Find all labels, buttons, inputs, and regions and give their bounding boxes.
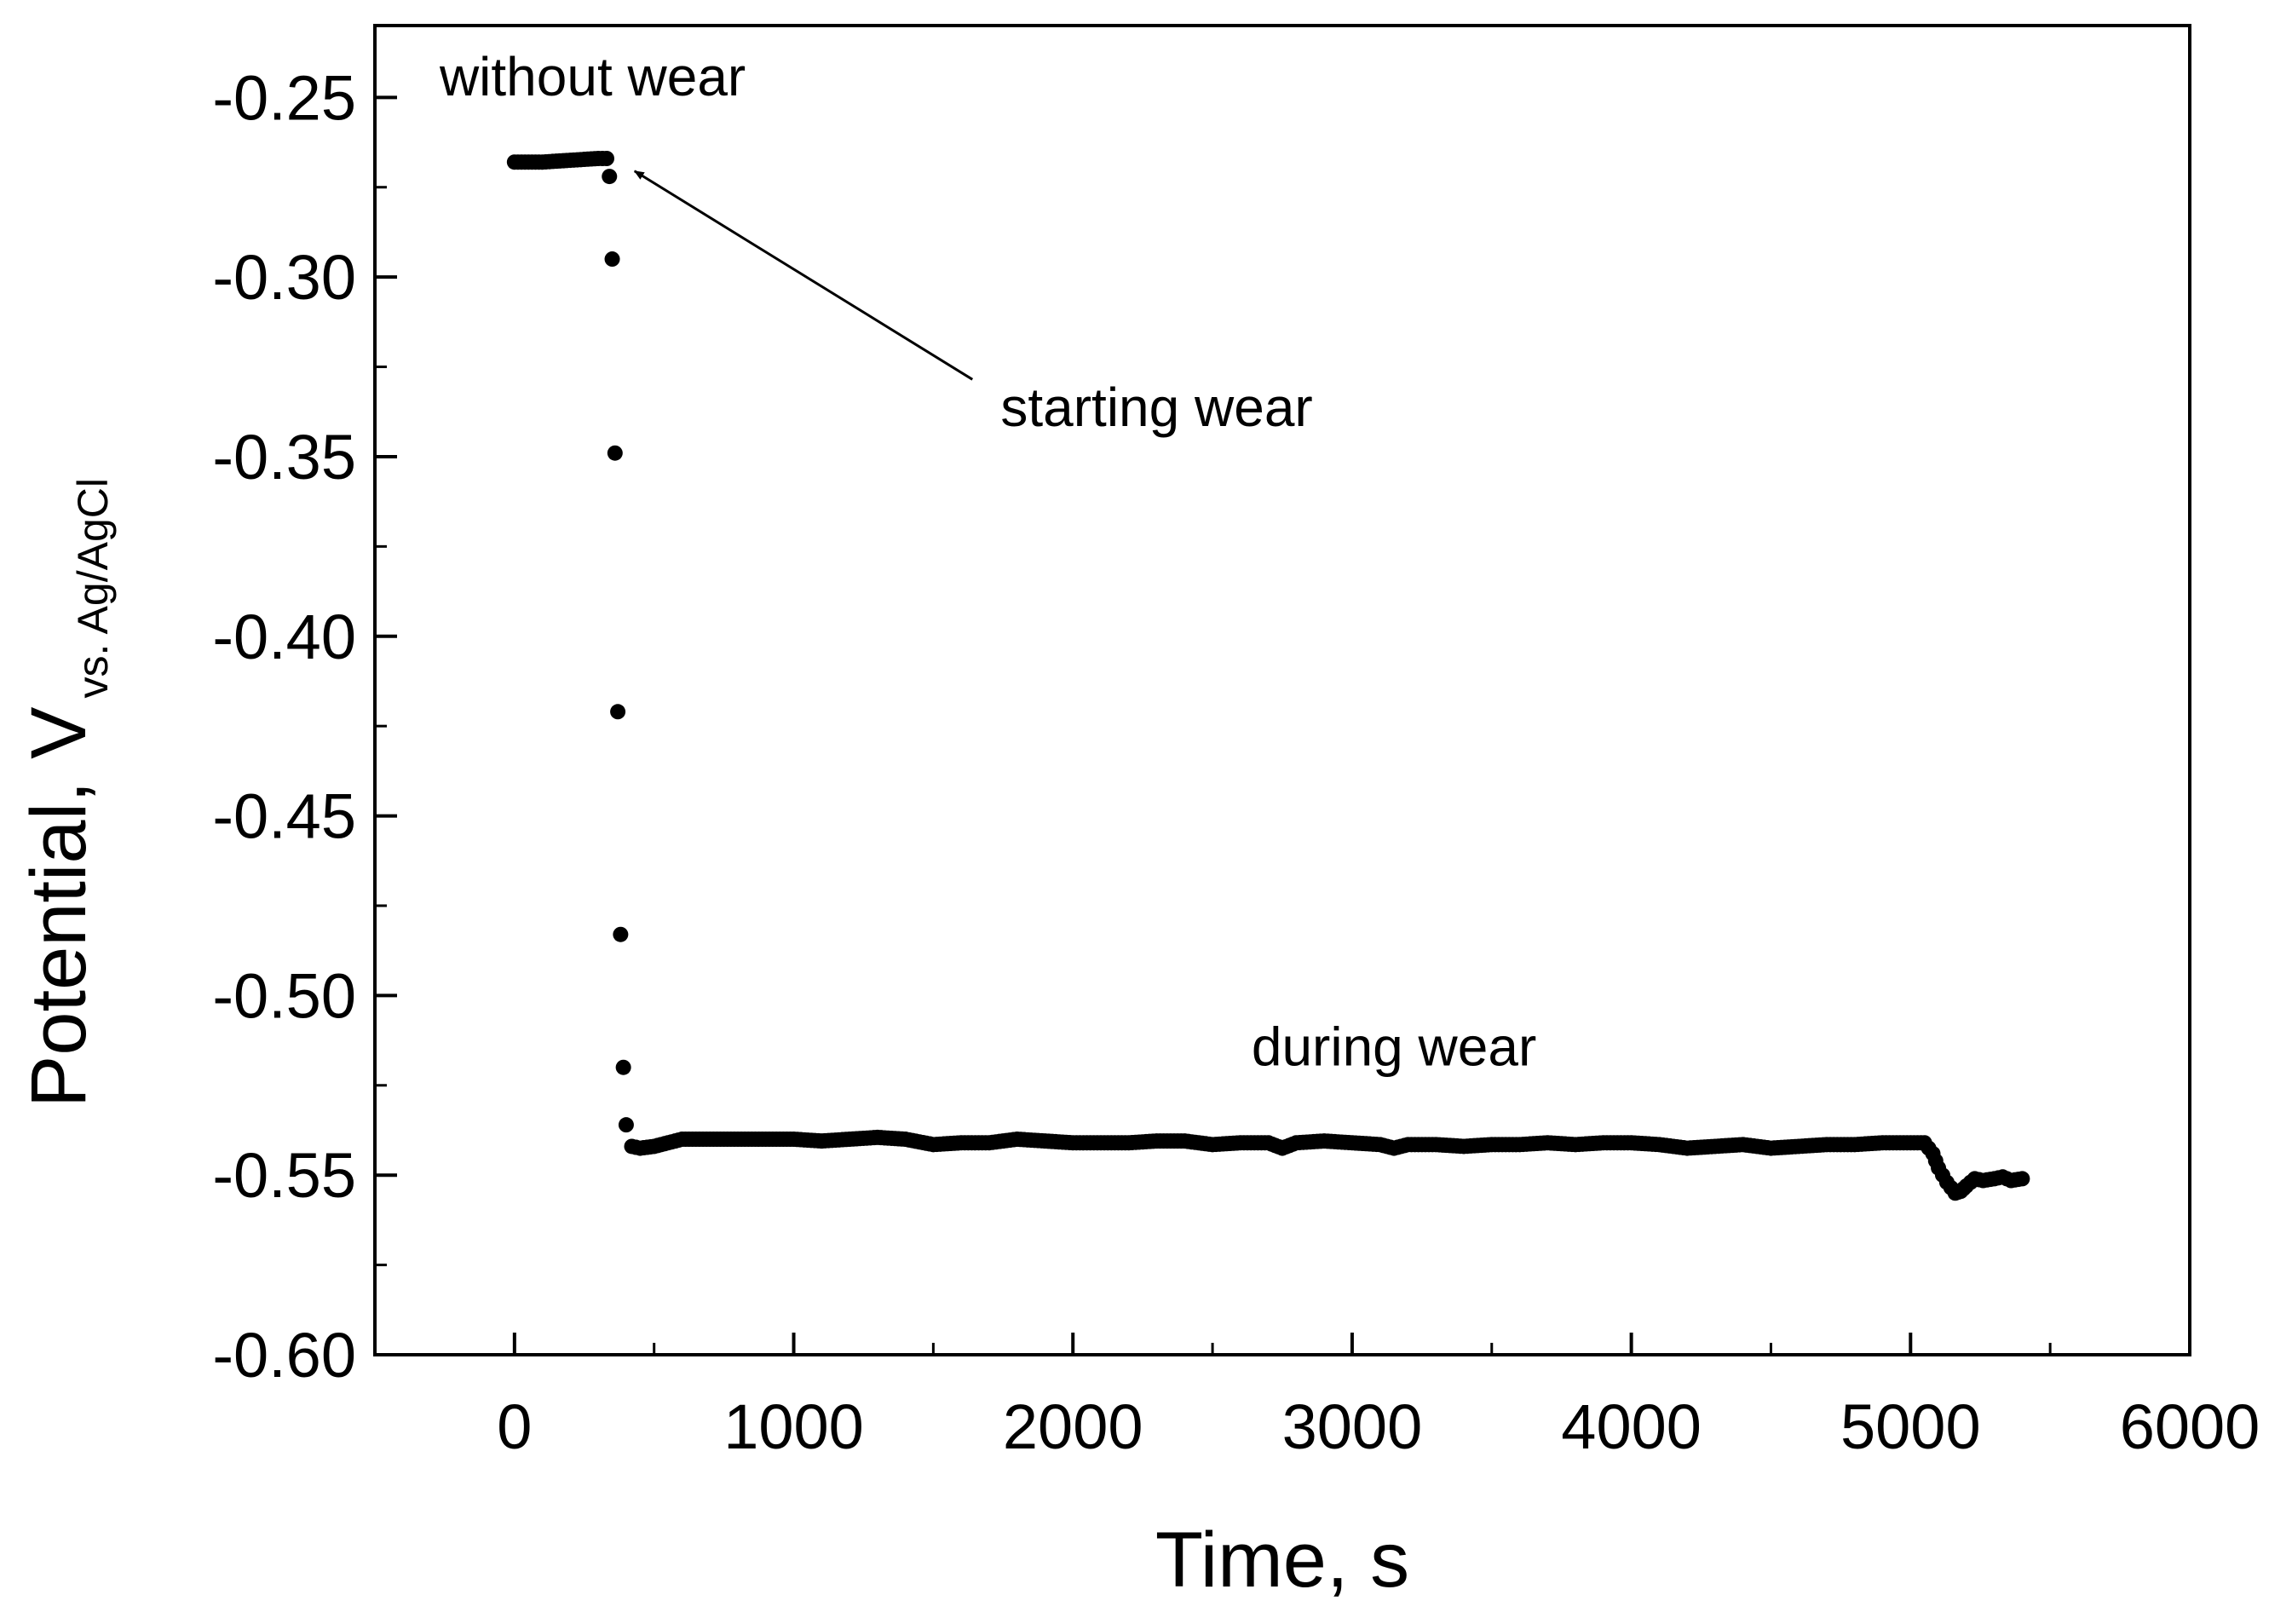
annotation-without-wear: without wear [439, 46, 746, 107]
x-tick-label-5000: 5000 [1840, 1391, 1981, 1462]
data-point [613, 926, 629, 942]
x-tick-label-4000: 4000 [1561, 1391, 1702, 1462]
y-tick-label--0.30: -0.30 [212, 242, 356, 313]
data-point [618, 1117, 634, 1133]
y-axis-title: Potential, V vs. Ag/AgCl [15, 478, 117, 1108]
x-tick-label-1000: 1000 [723, 1391, 864, 1462]
data-point [598, 151, 614, 166]
y-axis-title-subscript: vs. Ag/AgCl [69, 478, 117, 698]
annotation-starting-wear: starting wear [1000, 377, 1312, 438]
y-axis-tick-labels: -0.25 -0.30 -0.35 -0.40 -0.45 -0.50 -0.55 -0.60 [212, 62, 356, 1391]
data-point [610, 704, 626, 720]
x-axis-ticks [512, 1333, 2191, 1355]
x-tick-label-0: 0 [497, 1391, 532, 1462]
y-tick-label--0.50: -0.50 [212, 960, 356, 1031]
x-tick-label-2000: 2000 [1003, 1391, 1143, 1462]
annotation-during-wear: during wear [1252, 1016, 1536, 1078]
x-tick-label-3000: 3000 [1282, 1391, 1423, 1462]
data-point [604, 251, 620, 268]
x-axis-tick-labels: 0 1000 2000 3000 4000 5000 6000 [497, 1391, 2260, 1462]
y-tick-label--0.60: -0.60 [212, 1320, 356, 1391]
y-axis-title-main: Potential, V [15, 706, 102, 1108]
y-tick-label--0.55: -0.55 [212, 1140, 356, 1211]
data-point [615, 1059, 631, 1075]
y-axis-ticks [375, 95, 397, 1356]
y-tick-label--0.25: -0.25 [212, 62, 356, 133]
y-tick-label--0.40: -0.40 [212, 602, 356, 672]
y-tick-label--0.45: -0.45 [212, 781, 356, 852]
data-series [506, 151, 2030, 1201]
y-tick-label--0.35: -0.35 [212, 422, 356, 492]
annotation-arrow [633, 170, 974, 381]
x-axis-title: Time, s [1155, 1517, 1409, 1604]
plot-frame [373, 24, 2191, 1356]
x-tick-label-6000: 6000 [2120, 1391, 2260, 1462]
data-point [602, 169, 618, 185]
data-point [607, 445, 623, 461]
data-point [2014, 1171, 2030, 1187]
annotations: without wear starting wear during wear [439, 46, 1536, 1077]
